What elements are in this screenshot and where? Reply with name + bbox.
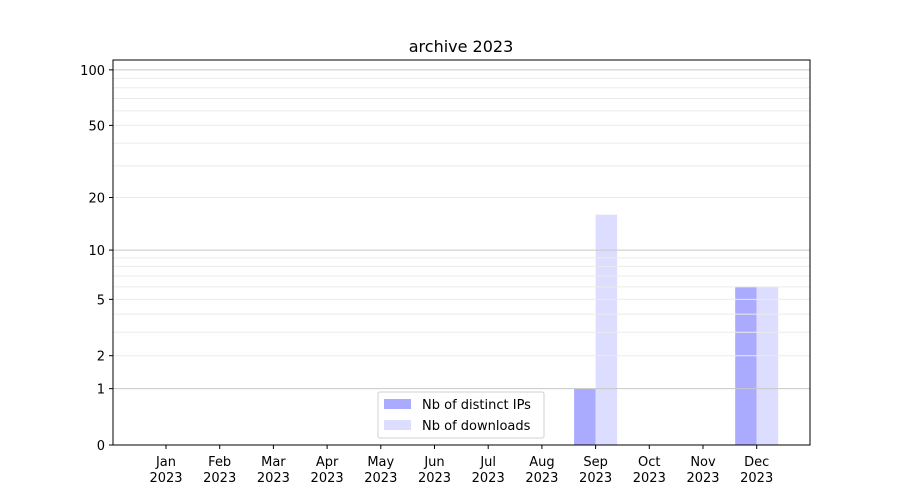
x-tick-label: May 2023 — [364, 455, 397, 486]
legend-swatch — [384, 399, 411, 409]
chart-title: archive 2023 — [409, 37, 514, 56]
legend-swatch — [384, 420, 411, 430]
legend-box — [377, 391, 545, 439]
x-tick-label: Oct 2023 — [633, 455, 666, 486]
legend-label: Nb of downloads — [422, 419, 531, 434]
x-tick-label: Jul 2023 — [472, 455, 505, 486]
x-tick-label: Sep 2023 — [579, 455, 612, 486]
bar-downloads — [595, 214, 618, 445]
legend: Nb of distinct IPs Nb of downloads — [377, 391, 545, 439]
bar-distinct-ips — [574, 388, 596, 445]
x-tick-label: Dec 2023 — [740, 455, 773, 486]
x-tick-label: Jun 2023 — [418, 455, 451, 486]
y-tick-label: 10 — [88, 244, 105, 259]
legend-label: Nb of distinct IPs — [422, 398, 531, 413]
x-tick-label: Apr 2023 — [311, 455, 344, 486]
x-tick-label: Mar 2023 — [257, 455, 290, 486]
x-tick-label: Jan 2023 — [149, 455, 182, 486]
y-tick-label: 50 — [88, 119, 105, 134]
x-tick-label: Feb 2023 — [203, 455, 236, 486]
y-tick-label: 1 — [97, 383, 105, 398]
bar-distinct-ips — [735, 286, 757, 445]
x-tick-label: Aug 2023 — [525, 455, 558, 486]
y-tick-label: 20 — [88, 192, 105, 207]
y-tick-label: 5 — [97, 293, 105, 308]
plot-frame — [112, 59, 811, 446]
y-tick-label: 0 — [97, 439, 105, 454]
x-tick-label: Nov 2023 — [686, 455, 719, 486]
y-tick-label: 2 — [97, 350, 105, 365]
bar-downloads — [756, 286, 779, 445]
y-tick-label: 100 — [80, 64, 105, 79]
